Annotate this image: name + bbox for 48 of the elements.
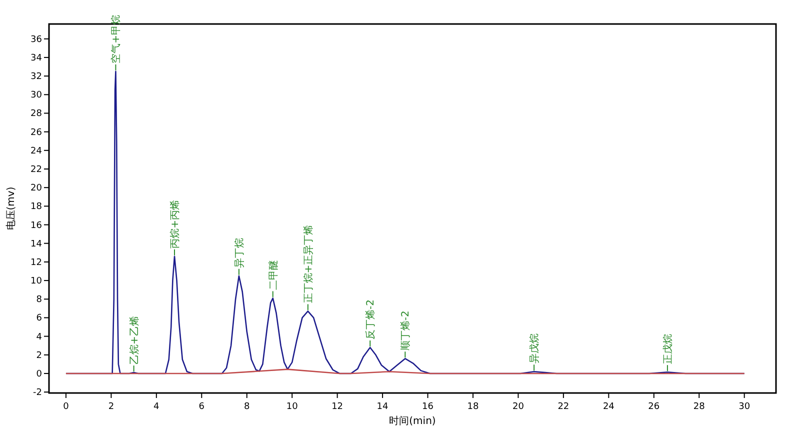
annotation: 空气+甲烷 [110, 15, 122, 64]
x-tick-label: 22 [558, 402, 570, 412]
y-tick-label: 0 [36, 369, 42, 380]
y-tick-label: 36 [30, 34, 42, 45]
x-tick-label: 2 [108, 402, 114, 412]
y-tick-label: 20 [30, 184, 42, 194]
y-tick-label: 8 [36, 295, 42, 306]
y-tick-label: 28 [30, 109, 42, 120]
x-axis-title: 时间(min) [389, 415, 436, 427]
annotation: 乙烷+乙烯 [128, 316, 140, 365]
annotation: 正丁烷+正异丁烯 [302, 224, 314, 304]
annotation: 二甲醚 [267, 260, 280, 290]
y-tick-label: 30 [30, 90, 42, 101]
y-tick-label: 4 [36, 332, 42, 342]
y-tick-label: 24 [30, 146, 42, 156]
x-tick-label: 10 [286, 402, 298, 412]
annotation: 反丁烯-2 [364, 299, 377, 340]
x-tick-label: 26 [648, 402, 660, 412]
x-tick-label: 30 [738, 402, 750, 412]
annotation: 异丁烷 [233, 238, 246, 268]
y-tick-label: 10 [30, 276, 42, 287]
x-tick-label: 0 [63, 402, 70, 412]
x-tick-label: 6 [198, 402, 205, 412]
y-tick-label: 32 [30, 72, 42, 82]
y-tick-label: 2 [36, 350, 42, 361]
annotation: 丙烷+丙烯 [169, 200, 181, 248]
y-tick-label: 22 [30, 164, 42, 175]
x-tick-label: 24 [602, 402, 615, 412]
x-tick-label: 16 [422, 402, 434, 412]
y-tick-label: 18 [30, 202, 42, 212]
y-tick-label: -2 [33, 388, 42, 398]
x-tick-label: 20 [512, 402, 524, 412]
y-tick-label: 14 [30, 239, 42, 250]
annotation: 顺丁烯-2 [400, 310, 412, 351]
y-axis-title: 电压(mv) [5, 186, 17, 230]
annotation: 异戊烷 [528, 334, 541, 364]
y-tick-label: 6 [36, 314, 42, 324]
x-tick-label: 4 [154, 402, 160, 412]
y-tick-label: 16 [30, 220, 42, 231]
y-tick-label: 26 [30, 128, 42, 138]
x-tick-label: 18 [467, 402, 479, 412]
x-tick-label: 28 [693, 402, 706, 412]
y-tick-label: 12 [30, 258, 42, 268]
x-tick-label: 14 [376, 402, 389, 412]
x-tick-label: 8 [244, 402, 250, 412]
y-tick-label: 34 [30, 53, 42, 64]
x-tick-label: 12 [332, 402, 344, 412]
annotation: 正戊烷 [662, 334, 674, 364]
